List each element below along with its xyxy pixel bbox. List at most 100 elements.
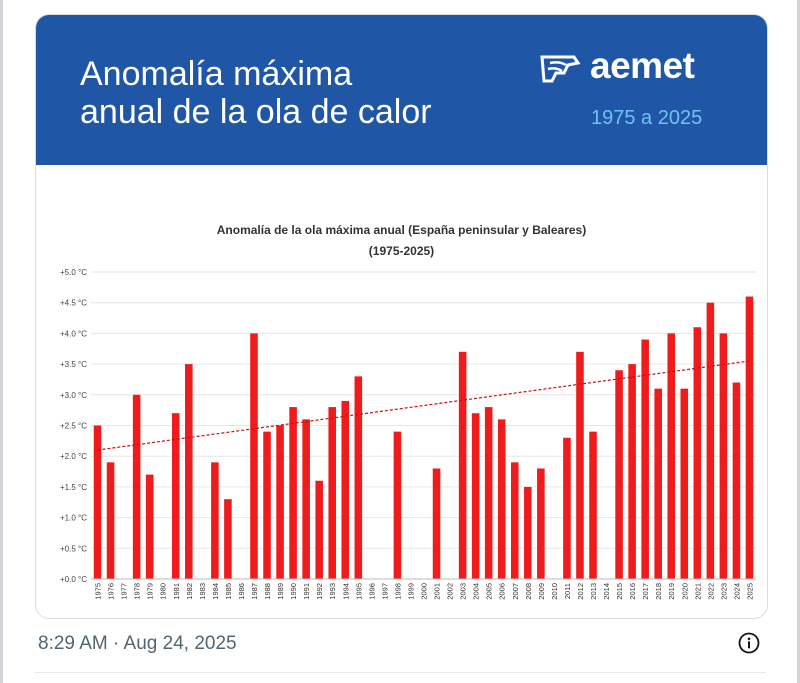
bar-2023 — [719, 333, 728, 579]
x-tick-label: 1988 — [263, 583, 272, 600]
x-tick-label: 2013 — [589, 583, 598, 600]
x-tick-label: 2003 — [459, 583, 468, 600]
bar-1975 — [93, 425, 102, 579]
x-tick-label: 1975 — [94, 583, 103, 600]
bar-2024 — [732, 382, 741, 579]
bar-2004 — [471, 413, 480, 579]
bar-chart: +0.0 °C +0.5 °C +1.0 °C +1.5 °C +2.0 °C +2.5 … — [60, 268, 756, 600]
y-tick-label: +4.0 °C — [60, 329, 87, 338]
bar-1982 — [185, 364, 193, 579]
bar-2020 — [680, 388, 689, 579]
x-tick-label: 1998 — [393, 583, 402, 600]
x-tick-label: 2004 — [472, 583, 481, 600]
y-tick-label: +5.0 °C — [60, 268, 87, 277]
bar-1993 — [328, 407, 337, 579]
banner-title-line2: anual de la ola de calor — [80, 93, 432, 131]
x-tick-label: 2022 — [706, 583, 715, 600]
right-border — [797, 0, 800, 683]
media-card[interactable]: Anomalía máxima anual de la ola de calor… — [35, 14, 768, 619]
y-tick-label: +0.5 °C — [60, 544, 87, 553]
y-tick-label: +2.5 °C — [60, 422, 87, 431]
x-tick-label: 1991 — [302, 583, 311, 600]
x-tick-label: 1992 — [315, 583, 324, 600]
bar-2001 — [432, 468, 441, 579]
year-range: 1975 a 2025 — [591, 107, 703, 129]
x-tick-label: 1994 — [341, 583, 350, 600]
x-tick-label: 2009 — [537, 583, 546, 600]
info-icon[interactable] — [738, 632, 760, 654]
chart-area: Anomalía de la ola máxima anual (España … — [36, 215, 767, 618]
x-tick-label: 2001 — [433, 583, 442, 600]
bar-2008 — [524, 486, 532, 579]
bar-2007 — [510, 462, 519, 579]
chart-banner: Anomalía máxima anual de la ola de calor… — [36, 15, 767, 165]
y-tick-label: +1.5 °C — [60, 483, 87, 492]
x-tick-label: 1997 — [380, 583, 389, 600]
x-tick-label: 1977 — [120, 583, 129, 600]
x-tick-label: 1982 — [185, 583, 194, 600]
bar-1990 — [289, 407, 297, 579]
bar-2022 — [706, 302, 715, 579]
bar-1985 — [224, 499, 232, 579]
x-tick-label: 1993 — [328, 583, 337, 600]
x-tick-label: 1976 — [107, 583, 116, 600]
aemet-logo: aemet — [538, 45, 738, 91]
bar-2025 — [745, 296, 754, 579]
bar-2017 — [641, 339, 649, 579]
bar-1988 — [263, 431, 271, 579]
x-tick-label: 1981 — [172, 583, 181, 600]
x-tick-label: 2025 — [745, 583, 754, 600]
bar-1987 — [250, 333, 258, 579]
x-tick-label: 2005 — [485, 583, 494, 600]
banner-title: Anomalía máxima anual de la ola de calor — [80, 55, 500, 131]
bar-2016 — [628, 364, 636, 579]
y-tick-label: +0.0 °C — [60, 575, 87, 584]
x-tick-label: 1999 — [406, 583, 415, 600]
x-tick-label: 1996 — [367, 583, 376, 600]
x-tick-label: 2024 — [732, 583, 741, 600]
y-tick-label: +4.5 °C — [60, 299, 87, 308]
x-tick-label: 2018 — [654, 583, 663, 600]
x-tick-label: 2000 — [420, 583, 429, 600]
y-tick-label: +1.0 °C — [60, 514, 87, 523]
bar-1976 — [106, 462, 115, 579]
bar-2011 — [563, 437, 571, 579]
x-tick-label: 1995 — [354, 583, 363, 600]
y-tick-label: +3.5 °C — [60, 360, 87, 369]
bar-2009 — [537, 468, 545, 579]
x-tick-label: 2008 — [524, 583, 533, 600]
chart-subtitle: (1975-2025) — [368, 244, 435, 258]
bar-1991 — [302, 419, 310, 579]
bar-2005 — [484, 407, 493, 579]
x-tick-label: 2010 — [550, 583, 559, 600]
x-tick-label: 1987 — [250, 583, 259, 600]
trend-line — [97, 360, 750, 451]
footer-divider — [35, 672, 766, 673]
aemet-logo-icon — [540, 55, 581, 83]
bar-1979 — [145, 474, 154, 579]
x-tick-label: 2019 — [667, 583, 676, 600]
brand-name: aemet — [590, 45, 695, 86]
x-tick-label: 1978 — [133, 583, 142, 600]
x-tick-label: 1986 — [237, 583, 246, 600]
x-tick-label: 2007 — [511, 583, 520, 600]
x-tick-label: 2011 — [563, 583, 572, 599]
x-tick-label: 1990 — [289, 583, 298, 600]
bar-1994 — [341, 400, 350, 579]
left-border — [0, 0, 3, 683]
bar-2013 — [589, 431, 597, 579]
bar-1984 — [211, 462, 219, 579]
banner-title-line1: Anomalía máxima — [80, 55, 353, 93]
y-tick-label: +2.0 °C — [60, 452, 87, 461]
x-tick-label: 2017 — [641, 583, 650, 600]
bar-1978 — [132, 394, 141, 579]
x-tick-label: 1984 — [211, 583, 220, 600]
chart-title: Anomalía de la ola máxima anual (España … — [216, 223, 587, 237]
x-tick-label: 2002 — [446, 583, 455, 600]
x-tick-label: 2015 — [615, 583, 624, 600]
bar-2006 — [497, 419, 506, 579]
bar-2012 — [576, 351, 584, 579]
y-tick-label: +3.0 °C — [60, 391, 87, 400]
bar-2003 — [458, 351, 467, 579]
post-timestamp[interactable]: 8:29 AM · Aug 24, 2025 — [38, 633, 237, 654]
